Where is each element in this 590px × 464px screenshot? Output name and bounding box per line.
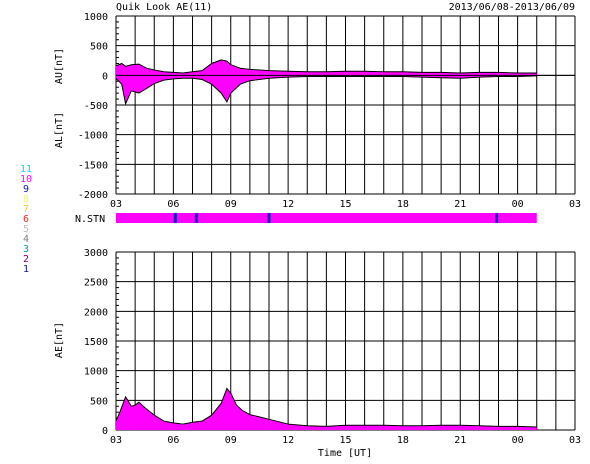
y-tick-label: 500 (90, 42, 108, 53)
x-axis-title: Time [UT] (318, 448, 372, 459)
y-tick-label: 2000 (84, 307, 108, 318)
x-tick-label: 18 (397, 435, 409, 446)
station-legend-item: 11 (19, 164, 33, 175)
station-legend-item: 5 (22, 224, 30, 235)
x-tick-label: 09 (225, 435, 237, 446)
y-tick-label: 0 (102, 71, 108, 82)
y-tick-label: 1500 (84, 337, 108, 348)
nstn-panel (116, 213, 537, 223)
x-tick-label: 03 (569, 435, 581, 446)
ae-line (115, 387, 537, 428)
nstn-marker (173, 213, 177, 223)
x-tick-label: 21 (454, 199, 466, 210)
date-range: 2013/06/08-2013/06/09 (449, 2, 575, 13)
nstn-marker (194, 213, 198, 223)
al-area (116, 75, 537, 104)
au-area (116, 59, 537, 76)
x-tick-label: 00 (512, 435, 524, 446)
x-tick-label: 00 (512, 199, 524, 210)
au-axis-label: AU[nT] (54, 48, 65, 84)
y-tick-label: 2500 (84, 278, 108, 289)
station-legend-item: 3 (22, 244, 30, 255)
station-legend-item: 9 (22, 184, 30, 195)
station-legend-item: 6 (22, 214, 30, 225)
nstn-bar (116, 213, 537, 223)
x-tick-label: 03 (110, 199, 122, 210)
nstn-marker (495, 213, 499, 223)
nstn-label: N.STN (75, 214, 105, 225)
al-line (115, 75, 537, 106)
x-tick-label: 12 (282, 435, 294, 446)
y-tick-label: 1000 (84, 367, 108, 378)
y-tick-label: -1000 (78, 131, 108, 142)
au-line (115, 59, 537, 74)
x-tick-label: 21 (454, 435, 466, 446)
x-tick-label: 06 (167, 199, 179, 210)
station-legend-item: 7 (22, 204, 30, 215)
station-legend-item: 2 (22, 254, 30, 265)
figure-title: Quik Look AE(11) (116, 2, 212, 13)
ae-axis-label: AE[nT] (54, 322, 65, 358)
x-tick-label: 09 (225, 199, 237, 210)
y-tick-label: 1000 (84, 12, 108, 23)
y-tick-label: 3000 (84, 248, 108, 259)
y-tick-label: -1500 (78, 160, 108, 171)
x-tick-label: 06 (167, 435, 179, 446)
x-tick-label: 03 (110, 435, 122, 446)
y-tick-label: 500 (90, 396, 108, 407)
y-tick-label: 0 (102, 426, 108, 437)
al-axis-label: AL[nT] (54, 112, 65, 148)
station-legend-item: 4 (22, 234, 30, 245)
station-legend-item: 8 (22, 194, 30, 205)
x-tick-label: 15 (339, 435, 351, 446)
ae-area (116, 388, 537, 430)
station-legend-item: 10 (19, 174, 33, 185)
station-legend-item: 1 (22, 264, 30, 275)
x-tick-label: 15 (339, 199, 351, 210)
nstn-marker (267, 213, 271, 223)
y-tick-label: -2000 (78, 190, 108, 201)
x-tick-label: 12 (282, 199, 294, 210)
x-tick-label: 18 (397, 199, 409, 210)
x-tick-label: 03 (569, 199, 581, 210)
y-tick-label: -500 (84, 101, 108, 112)
